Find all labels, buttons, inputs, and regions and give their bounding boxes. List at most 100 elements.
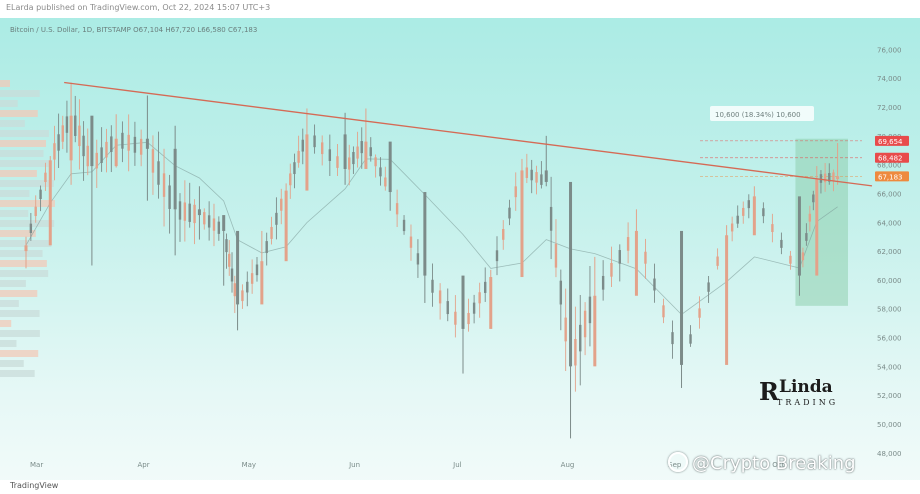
volume-profile-bar <box>0 80 10 87</box>
candle-body <box>183 202 187 221</box>
candle-body <box>352 151 355 165</box>
candle-body <box>467 312 470 325</box>
candle-body <box>29 223 33 234</box>
candle <box>69 82 89 185</box>
candle-body <box>69 115 73 161</box>
candle-body <box>618 250 621 264</box>
candle-body <box>348 157 351 170</box>
candle-body <box>797 196 801 276</box>
candle-body <box>395 203 399 215</box>
candle-body <box>530 169 533 181</box>
candle <box>544 135 567 371</box>
candle-body <box>369 147 372 157</box>
candle <box>197 186 221 247</box>
candle-body <box>564 317 567 342</box>
volume-profile-bar <box>0 180 54 187</box>
candle <box>423 192 457 338</box>
volume-profile-bar <box>0 260 47 267</box>
price-tag-bg <box>875 171 909 182</box>
candle <box>489 172 517 329</box>
candle-body <box>815 179 819 276</box>
logo-mark: R <box>759 377 779 406</box>
candle-body <box>57 134 60 151</box>
y-tick-label: 64,000 <box>877 219 902 227</box>
candle-body <box>388 141 392 193</box>
y-tick-label: 62,000 <box>877 248 902 256</box>
candle-body <box>203 212 206 225</box>
price-tag-label: 68,482 <box>878 155 903 163</box>
candle-body <box>610 262 613 277</box>
tradingview-brand: TradingView <box>10 481 59 490</box>
price-tag: 68,482 <box>875 152 909 163</box>
y-tick-label: 76,000 <box>877 46 902 54</box>
watermark-text: @Crypto Breaking <box>692 453 856 474</box>
candle <box>797 190 815 296</box>
candle-body <box>535 172 538 183</box>
candle-body <box>356 146 359 159</box>
candle-body <box>293 162 296 175</box>
candle-body <box>489 277 493 329</box>
candle-body <box>583 310 587 338</box>
candle-body <box>707 282 710 292</box>
publisher-bar: ELarda published on TradingView.com, Oct… <box>0 0 920 18</box>
y-tick-label: 72,000 <box>877 104 902 112</box>
candle-body <box>212 218 216 231</box>
candle-body <box>241 290 244 302</box>
candle <box>90 115 113 266</box>
candle-body <box>416 253 420 265</box>
volume-profile-bar <box>0 340 17 347</box>
x-tick-label: Aug <box>561 461 575 469</box>
candle-body <box>151 149 155 173</box>
candles <box>24 82 840 439</box>
price-tag-label: 69,654 <box>878 138 903 146</box>
candle <box>145 95 171 234</box>
candle-body <box>34 206 37 217</box>
candle-body <box>520 170 524 278</box>
candle-body <box>265 241 268 254</box>
candle-body <box>819 174 823 183</box>
candle-body <box>409 236 413 248</box>
candle-body <box>653 278 656 291</box>
linda-trading-logo: R Linda TRADING <box>757 377 847 411</box>
candle-body <box>549 206 553 231</box>
candle-body <box>305 134 309 191</box>
candle-body <box>222 215 226 231</box>
candle-body <box>207 215 211 228</box>
candle-body <box>95 152 98 169</box>
candle-body <box>579 324 582 352</box>
price-tag-bg <box>875 152 909 163</box>
candle-body <box>828 173 831 182</box>
logo-text: Linda <box>779 377 833 397</box>
x-tick-label: Jul <box>452 461 462 469</box>
candle-body <box>284 190 288 262</box>
candle-body <box>812 194 815 203</box>
candle-body <box>105 141 108 158</box>
y-tick-label: 58,000 <box>877 306 902 314</box>
price-tag: 69,654 <box>875 135 909 146</box>
candle-body <box>730 223 734 232</box>
candle-body <box>374 157 377 167</box>
volume-profile-bar <box>0 130 49 137</box>
candle <box>236 230 259 331</box>
candle-body <box>82 135 85 157</box>
x-tick-label: Mar <box>30 461 43 469</box>
trendline <box>64 81 873 187</box>
candle-body <box>360 141 363 154</box>
y-tick-label: 68,000 <box>877 162 902 170</box>
volume-profile-bar <box>0 270 49 277</box>
volume-profile-bar <box>0 210 29 217</box>
candle <box>569 181 592 439</box>
volume-profile-bar <box>0 110 38 117</box>
candle-body <box>255 264 259 276</box>
candle-body <box>320 142 324 155</box>
candle-body <box>139 138 143 155</box>
candle <box>752 186 792 270</box>
candle-body <box>671 332 674 345</box>
candle <box>461 267 487 374</box>
candle-body <box>246 281 249 293</box>
candle-body <box>162 173 166 197</box>
symbol-legend[interactable]: Bitcoin / U.S. Dollar, 1D, BITSTAMP O67,… <box>10 26 258 34</box>
candle-body <box>514 186 517 198</box>
y-tick-label: 56,000 <box>877 335 902 343</box>
